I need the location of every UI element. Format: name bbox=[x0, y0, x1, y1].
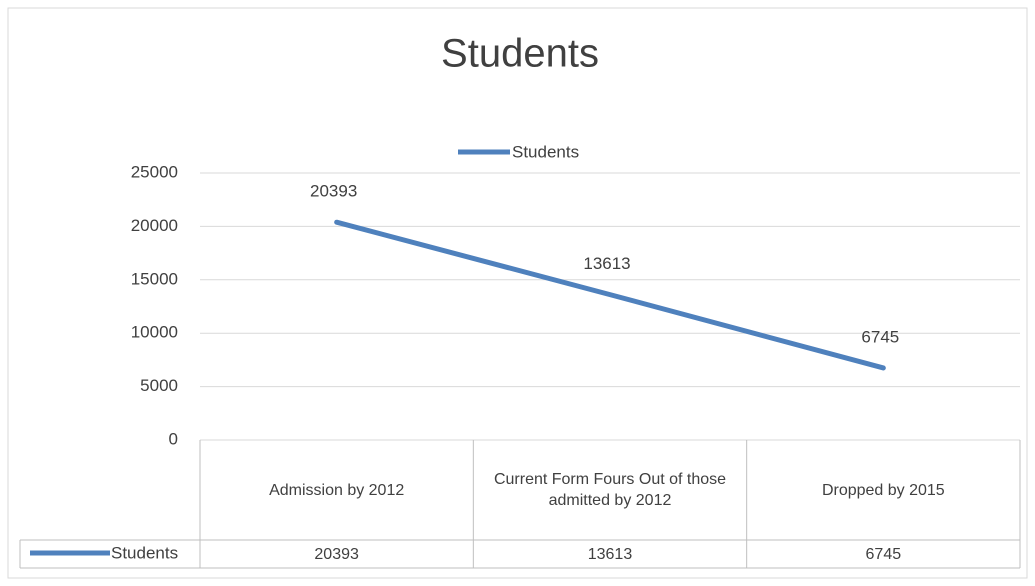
x-category-label: Current Form Fours Out of those admitted… bbox=[493, 471, 727, 509]
table-legend-label: Students bbox=[111, 543, 178, 562]
y-tick-label: 5000 bbox=[140, 376, 178, 395]
y-tick-label: 0 bbox=[169, 429, 178, 448]
y-tick-label: 10000 bbox=[131, 323, 178, 342]
y-tick-label: 20000 bbox=[131, 216, 178, 235]
data-label: 20393 bbox=[310, 182, 357, 201]
table-value: 6745 bbox=[865, 545, 902, 563]
table-value: 13613 bbox=[587, 545, 633, 563]
data-label: 6745 bbox=[861, 327, 899, 346]
data-line bbox=[334, 219, 886, 371]
table-value: 20393 bbox=[314, 545, 359, 563]
x-category-label: Dropped by 2015 bbox=[821, 481, 945, 499]
legend-label: Students bbox=[512, 142, 579, 161]
chart-title: Students bbox=[441, 32, 599, 76]
y-tick-label: 25000 bbox=[131, 162, 178, 181]
x-category-label: Admission by 2012 bbox=[269, 481, 405, 499]
data-label: 13613 bbox=[583, 254, 630, 273]
y-tick-label: 15000 bbox=[131, 269, 178, 288]
chart-frame bbox=[7, 7, 1028, 579]
